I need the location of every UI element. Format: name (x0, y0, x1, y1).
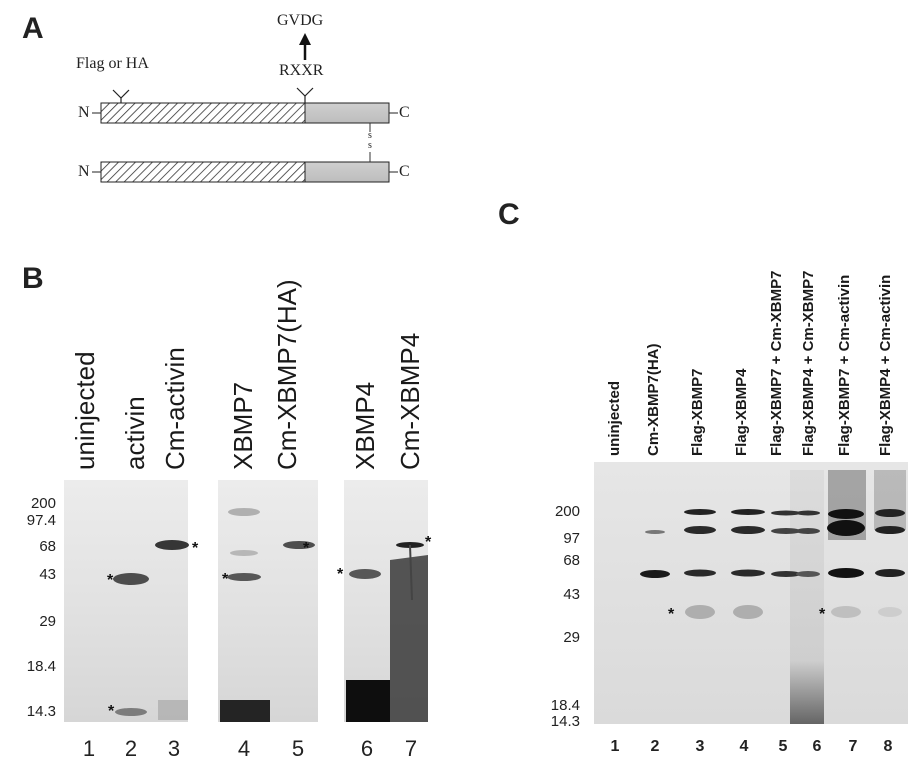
mw-marker-c-18: 18.4 (550, 697, 580, 714)
lane-label-c8: Flag-XBMP4 + Cm-activin (877, 274, 894, 456)
n-terminus-label: N (78, 104, 90, 121)
panel-label-b: B (22, 262, 44, 295)
mw-marker-b-18: 18.4 (26, 658, 56, 675)
mw-marker-c-14: 14.3 (550, 713, 580, 730)
band-lane2-43 (113, 573, 149, 585)
mw-marker-c-29: 29 (563, 629, 580, 646)
asterisk-b4: * (222, 571, 229, 588)
lane-label-c6: Flag-XBMP4 + Cm-XBMP7 (800, 270, 817, 456)
mw-marker-b-29: 29 (39, 613, 56, 630)
mw-marker-b-97: 97.4 (26, 512, 56, 529)
asterisk-c3: * (668, 606, 675, 623)
band-lane3-68 (155, 540, 189, 550)
arrow-up-icon (299, 33, 311, 45)
lane-label-c4: Flag-XBMP4 (733, 368, 750, 456)
asterisk-b3: * (192, 540, 199, 557)
lane-label-c7: Flag-XBMP7 + Cm-activin (836, 274, 853, 456)
dye-front-lane4 (220, 700, 270, 722)
lane-number-b6: 6 (360, 736, 374, 761)
mw-marker-c-97: 97 (563, 530, 580, 547)
band-lane4-43 (227, 573, 261, 581)
asterisk-b6: * (337, 566, 344, 583)
asterisk-b5: * (303, 540, 310, 557)
panel-label-a: A (22, 12, 44, 45)
lane-label-c5: Flag-XBMP7 + Cm-XBMP7 (768, 270, 785, 456)
product-label: GVDG (277, 12, 324, 29)
gel-section-2 (218, 480, 318, 722)
lane-number-b1: 1 (82, 736, 96, 761)
smear-lane7 (390, 555, 428, 722)
lane-number-b5: 5 (291, 736, 305, 761)
band-lane2-14 (115, 708, 147, 716)
mw-marker-b-14: 14.3 (26, 703, 56, 720)
band-lane5-68 (283, 541, 315, 549)
lane-number-c6: 6 (812, 738, 822, 755)
c-terminus-label-2: C (399, 163, 410, 180)
mw-marker-b-43: 43 (39, 566, 56, 583)
asterisk-b7: * (425, 534, 432, 551)
panel-label-c: C (498, 198, 520, 231)
lane-number-c3: 3 (695, 738, 705, 755)
lane-number-b4: 4 (237, 736, 251, 761)
lane-number-c2: 2 (650, 738, 660, 755)
asterisk-b2-43: * (107, 572, 114, 589)
band-lane6-43 (349, 569, 381, 579)
lane-label-c1: uninjected (606, 380, 623, 456)
c-terminus-label: C (399, 104, 410, 121)
lane-number-c5: 5 (778, 738, 788, 755)
mw-marker-c-43: 43 (563, 586, 580, 603)
lane-label-c2: Cm-XBMP7(HA) (645, 343, 662, 457)
cleavage-site-label: RXXR (279, 62, 324, 79)
mw-marker-b-200: 200 (30, 495, 56, 512)
asterisk-c7: * (819, 606, 826, 623)
lane-number-c4: 4 (739, 738, 749, 755)
mw-marker-c-68: 68 (563, 552, 580, 569)
mw-marker-c-200: 200 (554, 503, 580, 520)
lane-number-c7: 7 (848, 738, 858, 755)
tag-label: Flag or HA (76, 55, 149, 72)
dye-front-lane6 (346, 680, 390, 722)
lane-number-c8: 8 (883, 738, 893, 755)
gel-section-1 (64, 480, 188, 722)
asterisk-b2-14: * (108, 703, 115, 720)
n-terminus-label-2: N (78, 163, 90, 180)
mw-marker-b-68: 68 (39, 538, 56, 555)
lane-label-c3: Flag-XBMP7 (689, 368, 706, 456)
lane-number-b7: 7 (404, 736, 418, 761)
lane-number-c1: 1 (610, 738, 620, 755)
lane-number-b2: 2 (124, 736, 138, 761)
lane-number-b3: 3 (167, 736, 181, 761)
gel-c (594, 462, 908, 724)
